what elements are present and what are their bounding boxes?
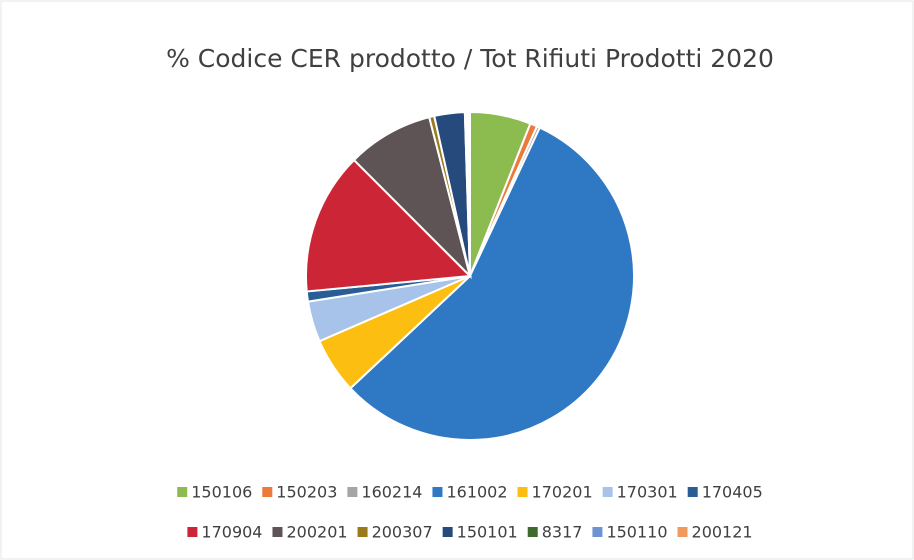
legend-label: 200121 <box>692 523 753 542</box>
legend-swatch <box>527 527 538 537</box>
legend-label: 200307 <box>372 523 433 542</box>
legend-swatch <box>517 487 528 497</box>
legend-label: 170405 <box>702 483 763 502</box>
legend-label: 170301 <box>617 483 678 502</box>
pie-slice <box>349 126 635 441</box>
legend-label: 150106 <box>191 483 252 502</box>
legend-swatch <box>432 487 443 497</box>
legend-row: 170904 200201 200307 150101 8317 150110 200121 <box>187 523 753 542</box>
pie-slice <box>305 158 473 293</box>
chart-title: % Codice CER prodotto / Tot Rifiuti Prod… <box>166 44 774 73</box>
legend-label: 200201 <box>286 523 347 542</box>
legend-swatch <box>602 487 613 497</box>
legend-swatch <box>187 527 198 537</box>
legend-swatch <box>592 527 603 537</box>
pie-slice <box>466 110 471 277</box>
legend-label: 160214 <box>361 483 422 502</box>
legend-label: 170201 <box>532 483 593 502</box>
legend-swatch <box>347 487 358 497</box>
legend-label: 150203 <box>276 483 337 502</box>
legend-label: 161002 <box>446 483 507 502</box>
legend-label: 170904 <box>201 523 262 542</box>
legend-swatch <box>677 527 688 537</box>
legend-label: 150101 <box>457 523 518 542</box>
legend-swatch <box>687 487 698 497</box>
legend-row: 150106 150203 160214 161002 170201 170301 1704… <box>177 483 763 502</box>
legend-label: 150110 <box>606 523 667 542</box>
legend-swatch <box>442 527 453 537</box>
legend-swatch <box>262 487 273 497</box>
legend-swatch <box>357 527 368 537</box>
legend-label: 8317 <box>542 523 583 542</box>
pie-slice <box>352 115 472 280</box>
legend-swatch <box>177 487 188 497</box>
legend-swatch <box>272 527 283 537</box>
